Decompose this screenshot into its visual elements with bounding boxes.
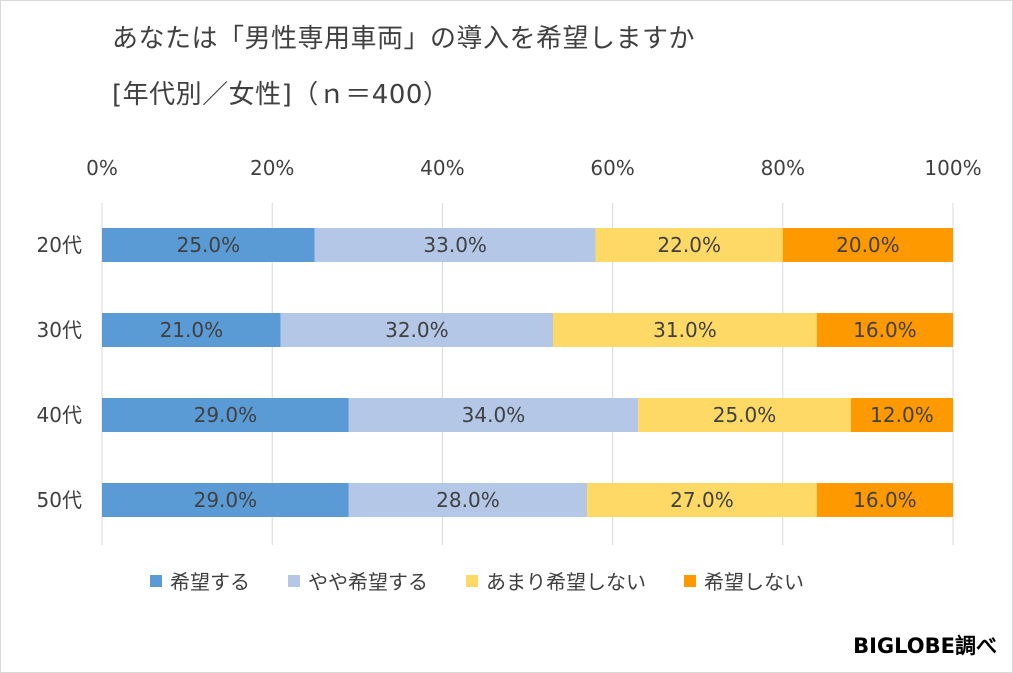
chart-subtitle: [年代別／女性]（ｎ＝400） xyxy=(112,80,450,110)
legend-swatch-3 xyxy=(466,574,478,587)
bar-segment xyxy=(638,398,851,432)
data-label: 22.0% xyxy=(657,233,721,257)
bar-segment xyxy=(102,398,349,432)
legend-item-4: 希望しない xyxy=(684,566,804,595)
legend-label-3: あまり希望しない xyxy=(486,570,646,594)
x-tick-label: 0% xyxy=(86,156,118,180)
data-label: 27.0% xyxy=(670,488,734,512)
source-credit: BIGLOBE調べ xyxy=(853,634,997,658)
bar-segment xyxy=(280,313,554,347)
x-tick-label: 100% xyxy=(924,156,981,180)
legend-item-3: あまり希望しない xyxy=(466,566,646,595)
data-label: 34.0% xyxy=(462,403,526,427)
category-label: 40代 xyxy=(37,403,82,427)
data-label: 31.0% xyxy=(653,318,717,342)
x-tick-label: 20% xyxy=(250,156,294,180)
bar-segment xyxy=(348,398,639,432)
stacked-bar-chart: 0% 20% 40% 60% 80% 100% 20代 30代 40代 50代 25.0% 33.0%… xyxy=(37,156,982,545)
legend-swatch-2 xyxy=(288,574,300,587)
bar-segment xyxy=(102,483,349,517)
legend-item-2: やや希望する xyxy=(288,566,428,595)
x-tick-label: 40% xyxy=(420,156,464,180)
legend-swatch-4 xyxy=(684,574,696,587)
data-label: 33.0% xyxy=(423,233,487,257)
data-label: 21.0% xyxy=(160,318,224,342)
bar-segment xyxy=(553,313,817,347)
data-label: 29.0% xyxy=(194,488,258,512)
data-label: 20.0% xyxy=(836,233,900,257)
data-label: 25.0% xyxy=(177,233,241,257)
bar-segment xyxy=(850,398,953,432)
data-label: 25.0% xyxy=(713,403,777,427)
bar-segment xyxy=(816,483,953,517)
data-label: 16.0% xyxy=(853,488,917,512)
bar-segment xyxy=(348,483,588,517)
data-label: 28.0% xyxy=(436,488,500,512)
bar-segment xyxy=(314,228,596,262)
bar-segment xyxy=(816,313,953,347)
legend-label-2: やや希望する xyxy=(308,570,428,594)
bar-segment xyxy=(587,483,817,517)
data-label: 32.0% xyxy=(385,318,449,342)
category-label: 20代 xyxy=(37,233,82,257)
bar-segment xyxy=(102,313,281,347)
legend-item-1: 希望する xyxy=(150,566,250,595)
legend-label-1: 希望する xyxy=(170,570,250,594)
category-label: 30代 xyxy=(37,318,82,342)
x-tick-label: 80% xyxy=(761,156,805,180)
chart-title: あなたは「男性専用車両」の導入を希望しますか xyxy=(112,24,696,54)
bar-segment xyxy=(782,228,953,262)
data-label: 29.0% xyxy=(194,403,258,427)
legend-swatch-1 xyxy=(150,574,162,587)
data-label: 12.0% xyxy=(870,403,934,427)
data-label: 16.0% xyxy=(853,318,917,342)
bar-segment xyxy=(595,228,783,262)
legend-label-4: 希望しない xyxy=(704,570,804,594)
bar-segment xyxy=(102,228,315,262)
x-tick-label: 60% xyxy=(590,156,634,180)
category-label: 50代 xyxy=(37,488,82,512)
chart-legend: 希望する やや希望する あまり希望しない 希望しない xyxy=(150,566,842,595)
